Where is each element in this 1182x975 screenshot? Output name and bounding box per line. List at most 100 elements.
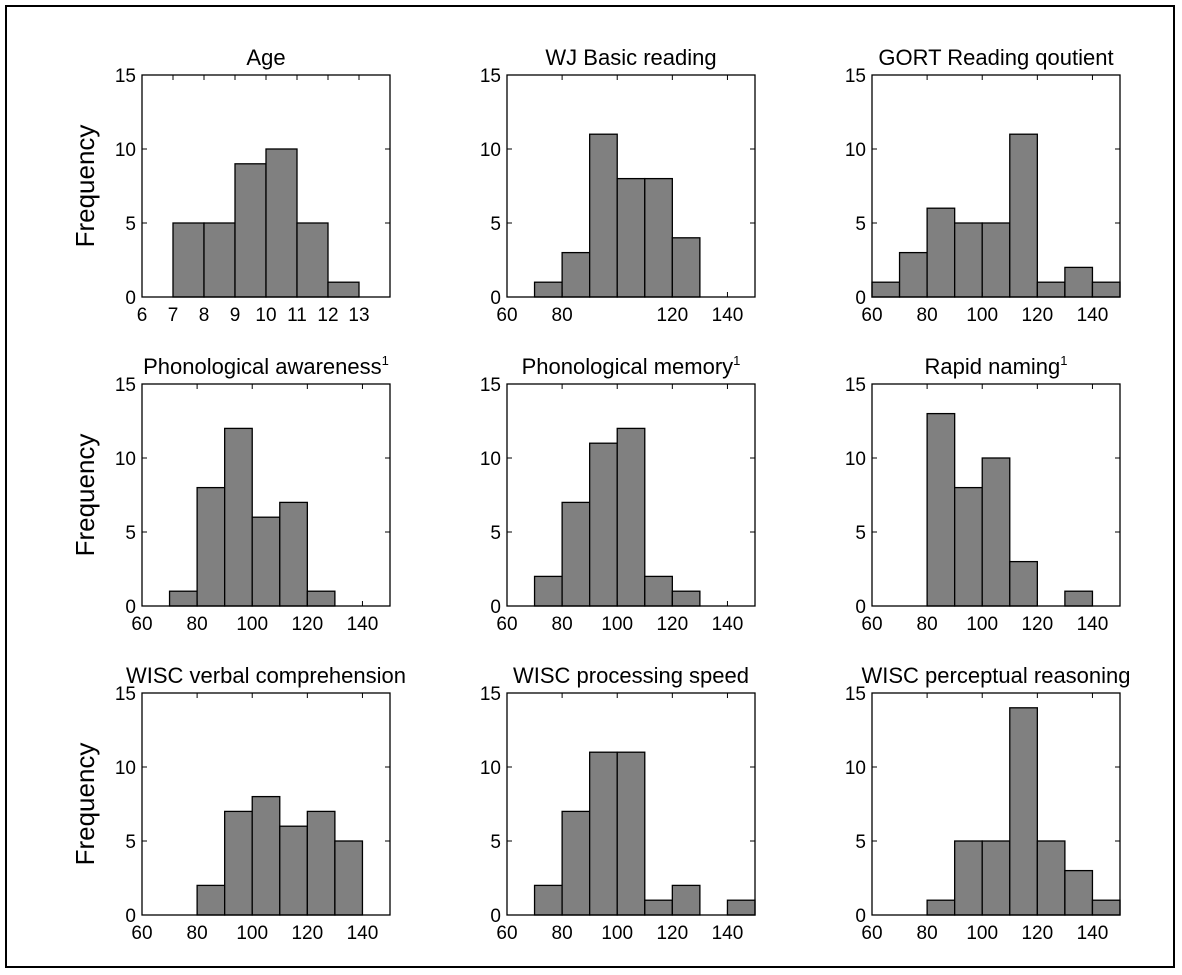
axes-box xyxy=(506,74,756,298)
y-tick-label: 15 xyxy=(480,684,501,705)
histogram-bar xyxy=(561,810,591,916)
histogram-bar xyxy=(926,899,956,916)
y-tick-label: 0 xyxy=(855,906,866,927)
x-tick-label: 100 xyxy=(966,305,998,326)
axes-box xyxy=(506,383,756,607)
panel-title-text: GORT Reading qoutient xyxy=(878,45,1113,70)
x-tick-label: 8 xyxy=(199,305,210,326)
x-tick-label: 120 xyxy=(291,614,323,635)
histogram-bar xyxy=(871,281,901,298)
axes-box xyxy=(141,383,391,607)
y-tick-label: 10 xyxy=(480,140,501,161)
histogram-bar xyxy=(1091,899,1121,916)
y-tick-label: 15 xyxy=(480,66,501,87)
y-axis-label: Frequency xyxy=(70,434,100,557)
x-tick-label: 13 xyxy=(348,305,369,326)
x-tick-label: 140 xyxy=(712,305,744,326)
panel-title-text: WISC perceptual reasoning xyxy=(861,663,1130,688)
x-tick-label: 60 xyxy=(496,923,517,944)
y-tick-label: 0 xyxy=(855,288,866,309)
histogram-bar xyxy=(1036,281,1066,298)
y-tick-label: 5 xyxy=(490,523,501,544)
x-tick-label: 120 xyxy=(1021,923,1053,944)
histogram-bar xyxy=(1064,869,1094,916)
y-tick-label: 0 xyxy=(125,597,136,618)
x-tick-label: 140 xyxy=(712,923,744,944)
histogram-bar xyxy=(981,457,1011,607)
x-tick-label: 80 xyxy=(552,305,573,326)
x-tick-label: 80 xyxy=(917,923,938,944)
histogram-bar xyxy=(279,825,308,916)
y-tick-label: 10 xyxy=(845,140,866,161)
histogram-bar xyxy=(926,412,956,607)
histogram-bar xyxy=(671,237,701,298)
histogram-bar xyxy=(1009,560,1038,607)
panel-title: WISC processing speed xyxy=(513,663,749,688)
histogram-bar xyxy=(234,163,267,298)
histogram-bar xyxy=(327,281,360,298)
panel-title-superscript: 1 xyxy=(382,353,389,368)
axes-box xyxy=(871,74,1121,298)
histogram-bar xyxy=(644,899,673,916)
x-tick-label: 80 xyxy=(187,614,208,635)
x-tick-label: 60 xyxy=(131,614,152,635)
panel-title: Age xyxy=(246,45,285,70)
y-tick-label: 15 xyxy=(845,375,866,396)
x-tick-label: 6 xyxy=(137,305,148,326)
x-tick-label: 60 xyxy=(861,305,882,326)
y-axis-label: Frequency xyxy=(70,743,100,866)
y-tick-label: 5 xyxy=(855,832,866,853)
histogram-bar xyxy=(1091,281,1121,298)
histogram-bar xyxy=(196,486,226,607)
y-tick-label: 10 xyxy=(480,449,501,470)
y-axis-label: Frequency xyxy=(70,125,100,248)
histogram-bar xyxy=(172,222,205,298)
axes-box xyxy=(871,692,1121,916)
x-tick-label: 140 xyxy=(347,614,379,635)
histogram-bar xyxy=(981,840,1011,916)
histogram-bar xyxy=(1036,840,1066,916)
x-tick-label: 12 xyxy=(317,305,338,326)
x-tick-label: 100 xyxy=(236,614,268,635)
panel-title: WISC perceptual reasoning xyxy=(861,663,1130,688)
panel-title: Phonological awareness1 xyxy=(143,353,389,379)
x-tick-label: 100 xyxy=(236,923,268,944)
histogram-bar xyxy=(644,177,673,298)
y-tick-label: 5 xyxy=(855,214,866,235)
histogram-bar xyxy=(926,207,956,298)
panel-title-text: WJ Basic reading xyxy=(545,45,716,70)
y-tick-label: 15 xyxy=(115,375,136,396)
y-tick-label: 0 xyxy=(125,906,136,927)
histogram-bar xyxy=(334,840,364,916)
panel-title: WJ Basic reading xyxy=(545,45,716,70)
y-tick-label: 10 xyxy=(845,758,866,779)
histogram-bar xyxy=(533,884,563,916)
histogram-bar xyxy=(224,810,253,916)
histogram-bar xyxy=(616,751,646,916)
x-tick-label: 100 xyxy=(601,614,633,635)
histogram-panel-2: 60 80 120 140 0 5 10 15 WJ Basic reading xyxy=(480,45,756,326)
histogram-panel-1: 6 7 8 9 10 11 12 13 0 5 10 15 Age Frequency xyxy=(70,45,391,326)
y-tick-label: 0 xyxy=(855,597,866,618)
x-tick-label: 60 xyxy=(861,923,882,944)
y-tick-label: 0 xyxy=(490,288,501,309)
x-tick-label: 120 xyxy=(1021,305,1053,326)
y-tick-label: 5 xyxy=(125,214,136,235)
x-tick-label: 7 xyxy=(168,305,179,326)
y-tick-label: 10 xyxy=(115,758,136,779)
histogram-bar xyxy=(726,899,756,916)
panel-title: GORT Reading qoutient xyxy=(878,45,1113,70)
histogram-bar xyxy=(168,590,198,607)
x-tick-label: 60 xyxy=(131,923,152,944)
x-tick-label: 120 xyxy=(656,305,688,326)
histogram-bar xyxy=(589,133,618,298)
x-tick-label: 60 xyxy=(496,614,517,635)
x-tick-label: 140 xyxy=(1077,614,1109,635)
panel-title-superscript: 1 xyxy=(733,353,740,368)
y-tick-label: 0 xyxy=(490,597,501,618)
x-tick-label: 100 xyxy=(966,923,998,944)
histogram-bar xyxy=(1009,133,1038,298)
histogram-bar xyxy=(616,427,646,607)
histogram-bar xyxy=(644,575,673,607)
